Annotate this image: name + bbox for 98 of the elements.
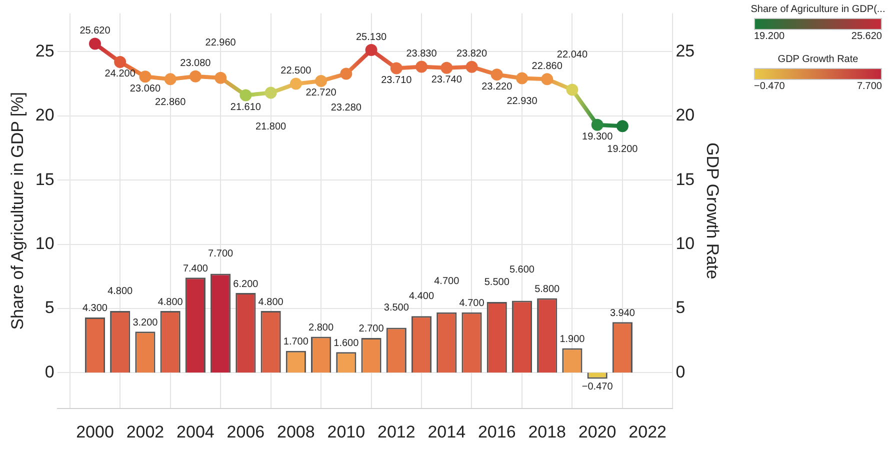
data-label: 2.700 [358, 324, 384, 335]
point [390, 62, 402, 74]
data-label: 2.800 [308, 322, 334, 334]
data-label: 23.740 [431, 74, 462, 86]
data-label: 7.700 [208, 248, 234, 260]
y-axis-title: Share of Agriculture in GDP [%] [8, 92, 27, 330]
x-tick-label: 2016 [478, 422, 516, 442]
data-label: 1.600 [334, 338, 360, 349]
point [466, 60, 478, 73]
point [240, 89, 252, 102]
x-tick-label: 2004 [176, 422, 214, 442]
point [114, 56, 126, 68]
data-label: 1.900 [560, 334, 586, 346]
data-label: 22.720 [306, 88, 337, 99]
text: 25.620 [851, 31, 882, 42]
point [264, 86, 277, 99]
data-label: 4.400 [409, 290, 434, 302]
point [290, 78, 302, 90]
x-tick-label: 2022 [628, 422, 666, 442]
data-label: 7.400 [182, 263, 208, 274]
y-tick-label: 5 [44, 298, 54, 318]
y2-tick-label: 15 [676, 170, 695, 189]
text: 7.700 [856, 81, 882, 92]
y2-tick-label: 0 [676, 362, 686, 382]
point [616, 120, 628, 132]
point [541, 73, 554, 86]
x-tick-label: 2014 [428, 422, 466, 442]
y2-axis-title: GDP Growth Rate [703, 142, 722, 280]
point [440, 62, 453, 74]
point [591, 118, 604, 131]
x-tick-label: 2000 [76, 422, 114, 442]
data-label: 5.500 [484, 276, 510, 288]
x-tick-label: 2002 [126, 422, 164, 442]
data-label: 25.130 [356, 32, 388, 43]
data-label: 3.500 [384, 302, 410, 314]
point [88, 38, 101, 50]
data-label: 4.800 [258, 296, 284, 308]
data-label: 23.080 [180, 58, 212, 70]
data-label: 5.800 [534, 284, 560, 295]
data-label: 3.200 [132, 317, 158, 328]
y-tick-label: 25 [35, 41, 54, 60]
text: Share of Agriculture in GDP(... [750, 4, 886, 15]
point [214, 72, 227, 84]
point [340, 68, 352, 80]
y2-tick-label: 10 [676, 234, 695, 253]
data-label: 23.820 [456, 48, 488, 60]
x-tick-label: 2008 [277, 422, 315, 442]
point [164, 73, 176, 86]
data-label: 23.220 [482, 81, 513, 92]
data-label: 1.700 [283, 336, 309, 348]
y2-tick-label: 20 [676, 106, 695, 125]
data-label: 4.300 [82, 303, 108, 314]
data-label: 24.200 [104, 68, 136, 80]
data-label: 6.200 [233, 278, 259, 290]
data-label: 23.280 [330, 102, 362, 114]
data-label: 4.700 [459, 298, 485, 310]
data-label: 22.930 [506, 96, 538, 108]
data-label: 4.800 [108, 286, 134, 297]
data-label: 23.060 [130, 83, 161, 94]
point [315, 74, 328, 87]
y-tick-label: 10 [35, 234, 54, 253]
point [365, 44, 378, 56]
y-tick-label: 15 [35, 170, 54, 189]
x-tick-label: 2012 [377, 422, 416, 442]
data-label: 22.960 [205, 38, 236, 49]
point [139, 70, 152, 83]
text: −0.470 [754, 81, 785, 92]
data-label: 4.700 [434, 276, 460, 288]
data-label: 22.860 [155, 96, 186, 108]
data-label: 3.940 [610, 308, 636, 319]
point [189, 70, 202, 82]
data-label: 23.830 [406, 48, 438, 60]
data-label: 25.620 [80, 26, 111, 37]
y-tick-label: 0 [44, 362, 54, 382]
x-tick-label: 2006 [226, 422, 265, 442]
point [490, 68, 503, 81]
y-tick-label: 20 [35, 106, 54, 125]
point [516, 72, 528, 84]
point [416, 60, 428, 73]
data-label: 22.500 [280, 66, 312, 77]
data-label: 23.710 [381, 75, 412, 86]
y2-tick-label: 25 [676, 41, 695, 60]
text: 19.200 [754, 31, 785, 42]
data-label: 22.040 [556, 49, 588, 60]
x-tick-label: 2020 [578, 422, 616, 442]
data-label: 19.300 [582, 132, 614, 143]
text: GDP Growth Rate [776, 54, 860, 65]
data-label: 5.600 [509, 264, 535, 276]
data-label: 21.610 [230, 102, 262, 113]
data-label: 22.860 [532, 60, 563, 72]
data-label: 19.200 [607, 144, 638, 155]
point [566, 84, 578, 96]
data-label: −0.470 [582, 381, 614, 392]
data-label: 4.800 [158, 296, 184, 308]
y2-tick-label: 5 [676, 298, 686, 318]
data-label: 21.800 [256, 122, 287, 133]
x-tick-label: 2018 [528, 422, 566, 442]
x-tick-label: 2010 [327, 422, 366, 442]
